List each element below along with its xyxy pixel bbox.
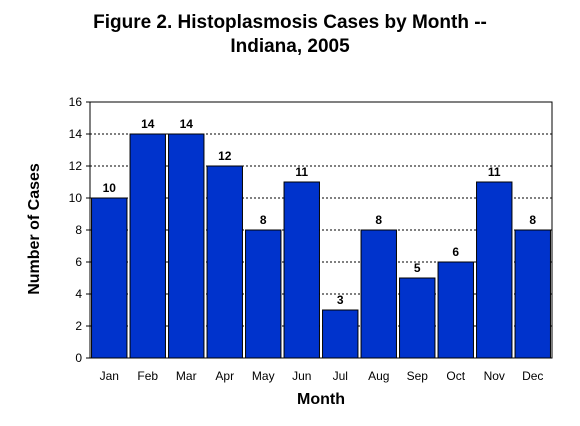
bar-aug <box>360 229 397 359</box>
x-axis-label: Month <box>297 391 345 408</box>
bar-dec <box>514 229 551 359</box>
data-labels: 10 14 14 12 8 11 3 8 5 6 11 8 <box>103 117 537 307</box>
data-label-nov: 11 <box>488 165 501 179</box>
chart-title-line-1: Figure 2. Histoplasmosis Cases by Month … <box>93 12 487 33</box>
x-tick-label-dec: Dec <box>522 369 543 383</box>
bar-sep <box>399 277 436 359</box>
bar-jun <box>283 181 320 359</box>
y-tick-label: 16 <box>69 95 83 109</box>
y-axis-ticks: 0 2 4 6 8 10 12 14 16 <box>69 95 90 365</box>
y-tick-label: 14 <box>69 127 83 141</box>
data-label-may: 8 <box>260 213 267 227</box>
chart-title-line-2: Indiana, 2005 <box>230 36 350 57</box>
bars <box>91 133 551 359</box>
bar-jan <box>91 197 128 359</box>
bar-mar <box>168 133 205 359</box>
data-label-jun: 11 <box>295 165 308 179</box>
y-axis-label: Number of Cases <box>26 163 43 295</box>
y-tick-label: 12 <box>69 159 83 173</box>
data-label-apr: 12 <box>218 149 232 163</box>
y-tick-label: 0 <box>75 351 82 365</box>
data-label-feb: 14 <box>141 117 155 131</box>
data-label-mar: 14 <box>180 117 194 131</box>
data-label-dec: 8 <box>529 213 536 227</box>
data-label-sep: 5 <box>414 261 421 275</box>
x-tick-label-may: May <box>252 369 275 383</box>
y-tick-label: 10 <box>69 191 83 205</box>
y-tick-label: 2 <box>75 319 82 333</box>
x-tick-label-feb: Feb <box>137 369 158 383</box>
bar-oct <box>437 261 474 359</box>
bar-apr <box>206 165 243 359</box>
x-tick-label-aug: Aug <box>368 369 389 383</box>
y-tick-label: 4 <box>75 287 82 301</box>
data-label-oct: 6 <box>452 245 459 259</box>
bar-nov <box>476 181 513 359</box>
x-tick-label-jan: Jan <box>100 369 119 383</box>
x-tick-label-nov: Nov <box>484 369 505 383</box>
data-label-jul: 3 <box>337 293 344 307</box>
gridlines <box>90 133 552 327</box>
x-axis-ticks: Jan Feb Mar Apr May Jun Jul Aug Sep Oct Nov Dec <box>100 369 544 383</box>
x-tick-label-jul: Jul <box>333 369 348 383</box>
bar-feb <box>129 133 166 359</box>
x-tick-label-oct: Oct <box>446 369 465 383</box>
bar-jul <box>322 309 359 359</box>
x-tick-label-apr: Apr <box>215 369 234 383</box>
data-label-jan: 10 <box>103 181 117 195</box>
x-tick-label-sep: Sep <box>407 369 429 383</box>
y-tick-label: 6 <box>75 255 82 269</box>
x-tick-label-jun: Jun <box>292 369 311 383</box>
data-label-aug: 8 <box>375 213 382 227</box>
bar-may <box>245 229 282 359</box>
x-tick-label-mar: Mar <box>176 369 197 383</box>
y-tick-label: 8 <box>75 223 82 237</box>
